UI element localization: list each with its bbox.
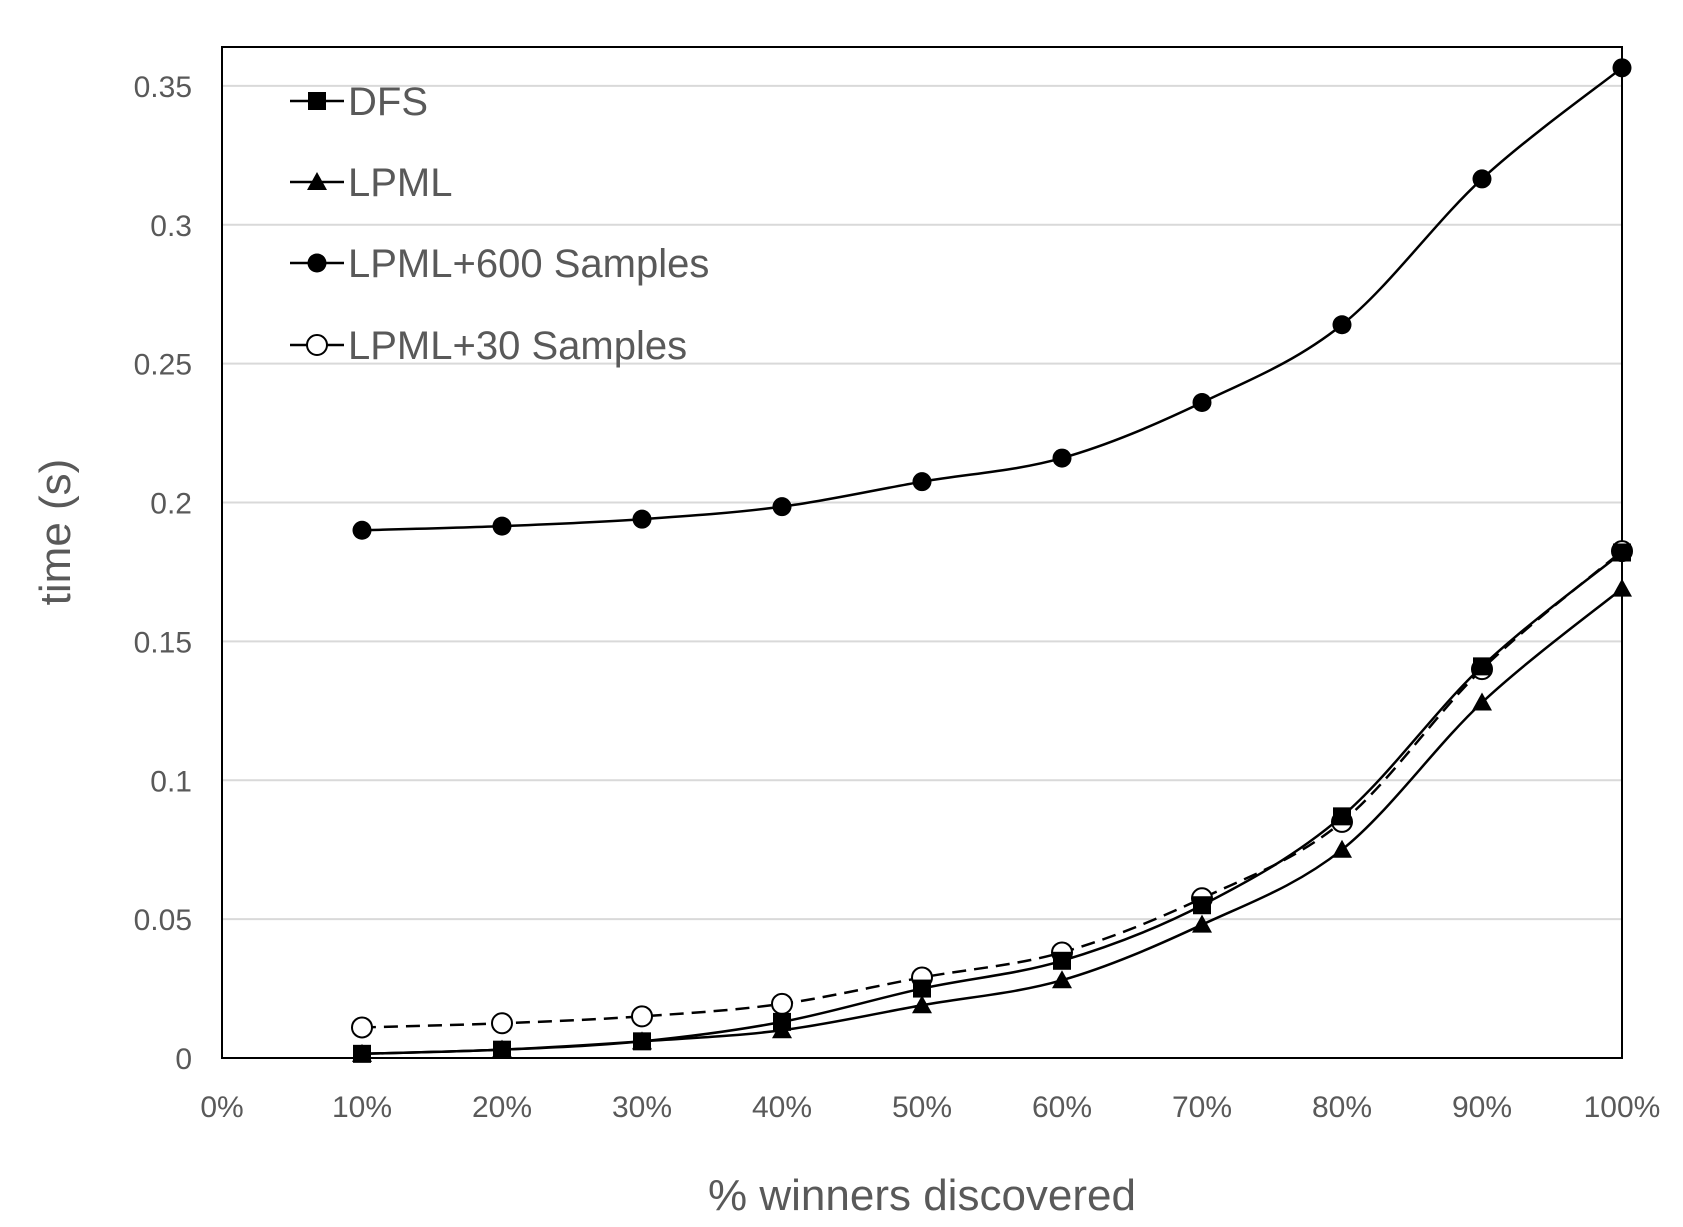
data-point: [1053, 951, 1071, 970]
legend-marker: [308, 92, 326, 110]
data-point: [491, 1012, 513, 1035]
x-tick-label: 20%: [472, 1091, 532, 1124]
x-tick-label: 90%: [1452, 1091, 1512, 1124]
y-tick-label: 0.25: [134, 349, 192, 382]
legend-label: LPML: [348, 161, 453, 205]
y-tick-label: 0.1: [150, 765, 192, 798]
data-point: [493, 1040, 511, 1059]
series-lpml-600-samples: [352, 58, 1632, 540]
y-tick-label: 0.2: [150, 488, 192, 521]
x-tick-label: 40%: [752, 1091, 812, 1124]
data-point: [1052, 448, 1072, 468]
data-point: [492, 516, 512, 536]
legend-item: DFS: [290, 80, 428, 124]
y-axis-ticks: 0 0.05 0.1 0.15 0.2 0.25 0.3 0.35: [134, 71, 192, 1076]
series-line: [361, 550, 1623, 1029]
data-point: [1472, 169, 1492, 189]
data-point: [1192, 914, 1212, 933]
x-axis-ticks: 0% 10% 20% 30% 40% 50% 60% 70% 80% 90% 100%: [200, 1091, 1660, 1124]
data-point: [1193, 896, 1211, 915]
series-dfs: [353, 543, 1631, 1063]
data-point: [1332, 315, 1352, 335]
y-tick-label: 0.35: [134, 71, 192, 104]
data-point: [1192, 393, 1212, 413]
data-point: [912, 472, 932, 492]
data-point: [1612, 58, 1632, 78]
y-tick-label: 0.05: [134, 904, 192, 937]
data-point: [1052, 970, 1072, 989]
data-point: [913, 979, 931, 998]
series-line: [361, 66, 1623, 532]
data-point: [353, 1044, 371, 1063]
legend-item: LPML+30 Samples: [290, 324, 687, 368]
data-point: [773, 1012, 791, 1031]
x-tick-label: 30%: [612, 1091, 672, 1124]
x-tick-label: 10%: [332, 1091, 392, 1124]
y-tick-label: 0: [175, 1043, 192, 1076]
data-point: [1472, 692, 1492, 711]
data-point: [772, 497, 792, 517]
data-point: [1332, 839, 1352, 858]
legend-item: LPML+600 Samples: [290, 242, 709, 286]
legend: DFS LPML LPML+600 Samples LPML+30 Samples: [290, 80, 709, 368]
data-point: [912, 995, 932, 1014]
data-point: [632, 509, 652, 529]
data-point: [1473, 657, 1491, 676]
legend-marker: [306, 334, 328, 356]
data-point: [1333, 807, 1351, 826]
y-tick-label: 0.3: [150, 210, 192, 243]
data-series: [351, 58, 1633, 1063]
series-line: [361, 551, 1623, 1056]
data-point: [1612, 578, 1632, 597]
x-tick-label: 70%: [1172, 1091, 1232, 1124]
x-tick-label: 50%: [892, 1091, 952, 1124]
y-axis-title: time (s): [31, 459, 80, 606]
data-point: [1613, 543, 1631, 562]
legend-marker: [307, 172, 327, 190]
data-point: [771, 992, 793, 1015]
y-tick-label: 0.15: [134, 626, 192, 659]
x-tick-label: 100%: [1584, 1091, 1661, 1124]
legend-item: LPML: [290, 161, 453, 205]
data-point: [351, 1016, 373, 1039]
x-tick-label: 60%: [1032, 1091, 1092, 1124]
x-tick-label: 80%: [1312, 1091, 1372, 1124]
gridlines: [222, 84, 1622, 921]
legend-label: LPML+600 Samples: [348, 242, 709, 286]
x-axis-title: % winners discovered: [708, 1171, 1136, 1220]
legend-marker: [307, 253, 327, 273]
data-point: [352, 520, 372, 540]
data-point: [633, 1032, 651, 1051]
legend-label: DFS: [348, 80, 428, 124]
legend-label: LPML+30 Samples: [348, 324, 687, 368]
data-point: [631, 1005, 653, 1028]
x-tick-label: 0%: [200, 1091, 243, 1124]
